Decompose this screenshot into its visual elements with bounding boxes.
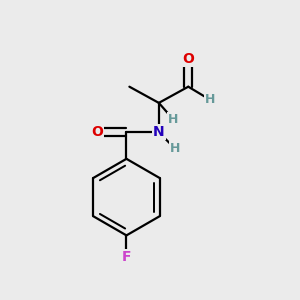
Text: H: H: [170, 142, 180, 155]
Text: F: F: [122, 250, 131, 265]
Text: O: O: [182, 52, 194, 66]
Text: N: N: [153, 125, 165, 139]
Text: H: H: [168, 112, 178, 126]
Text: H: H: [205, 93, 215, 106]
Text: O: O: [91, 125, 103, 139]
